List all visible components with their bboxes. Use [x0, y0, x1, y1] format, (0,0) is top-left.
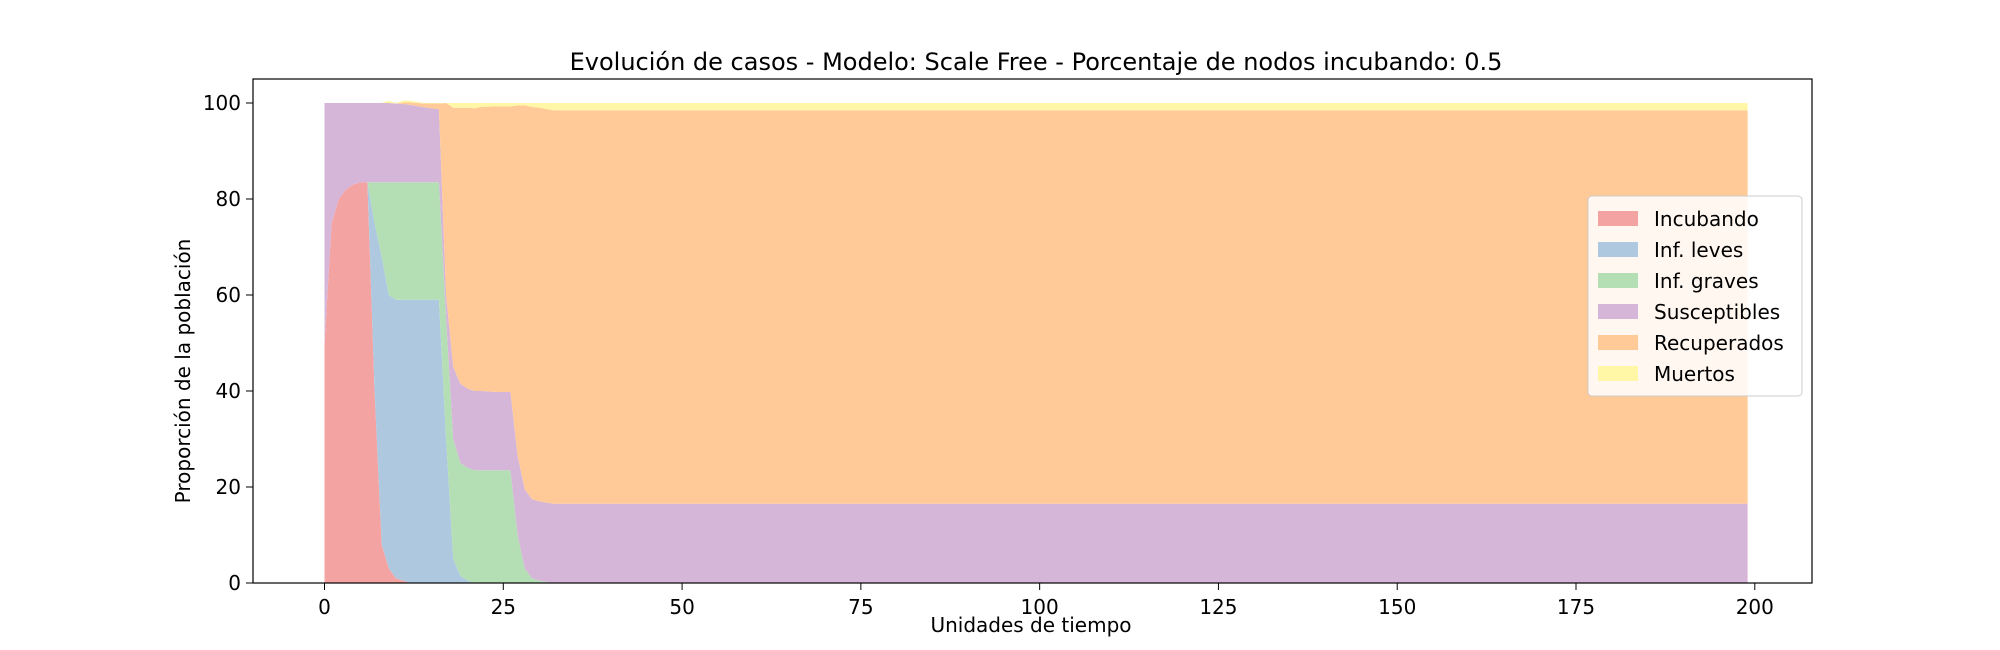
legend-label: Muertos [1654, 362, 1735, 386]
legend-swatch [1598, 335, 1638, 350]
y-tick-label: 80 [216, 187, 241, 211]
legend-label: Incubando [1654, 207, 1759, 231]
chart-title: Evolución de casos - Modelo: Scale Free … [570, 48, 1503, 76]
y-tick-label: 60 [216, 283, 241, 307]
x-tick-label: 150 [1378, 595, 1416, 619]
legend-swatch [1598, 366, 1638, 381]
area-recuperados [324, 102, 1748, 504]
y-tick-label: 20 [216, 475, 241, 499]
area-inf-graves [324, 182, 1748, 583]
legend: Incubando Inf. leves Inf. graves Susceptibl… [1587, 195, 1803, 397]
y-tick-label: 40 [216, 379, 241, 403]
x-tick-label: 200 [1736, 595, 1774, 619]
legend-swatch [1598, 273, 1638, 288]
x-tick-label: 175 [1557, 595, 1595, 619]
x-tick-label: 125 [1199, 595, 1237, 619]
x-tick-label: 75 [848, 595, 873, 619]
area-muertos [324, 100, 1748, 111]
area-susceptibles [324, 103, 1748, 583]
areas-layer [324, 100, 1748, 583]
legend-box [1587, 195, 1803, 397]
x-axis-label: Unidades de tiempo [930, 613, 1131, 637]
legend-label: Inf. graves [1654, 269, 1759, 293]
legend-swatch [1598, 242, 1638, 257]
legend-swatch [1598, 304, 1638, 319]
legend-label: Susceptibles [1654, 300, 1780, 324]
x-tick-label: 25 [491, 595, 516, 619]
plot-frame [252, 78, 1813, 584]
x-tick-label: 50 [669, 595, 694, 619]
y-tick-label: 0 [228, 571, 241, 595]
legend-label: Recuperados [1654, 331, 1784, 355]
y-tick-label: 100 [203, 91, 241, 115]
legend-swatch [1598, 211, 1638, 226]
axes-layer: 0 25 50 75 100 125 150 175 200 0 20 40 60 80 100 [203, 78, 1813, 619]
legend-label: Inf. leves [1654, 238, 1743, 262]
x-tick-label: 0 [318, 595, 331, 619]
x-tick-label: 100 [1021, 595, 1059, 619]
y-axis-label: Proporción de la población [171, 239, 195, 504]
